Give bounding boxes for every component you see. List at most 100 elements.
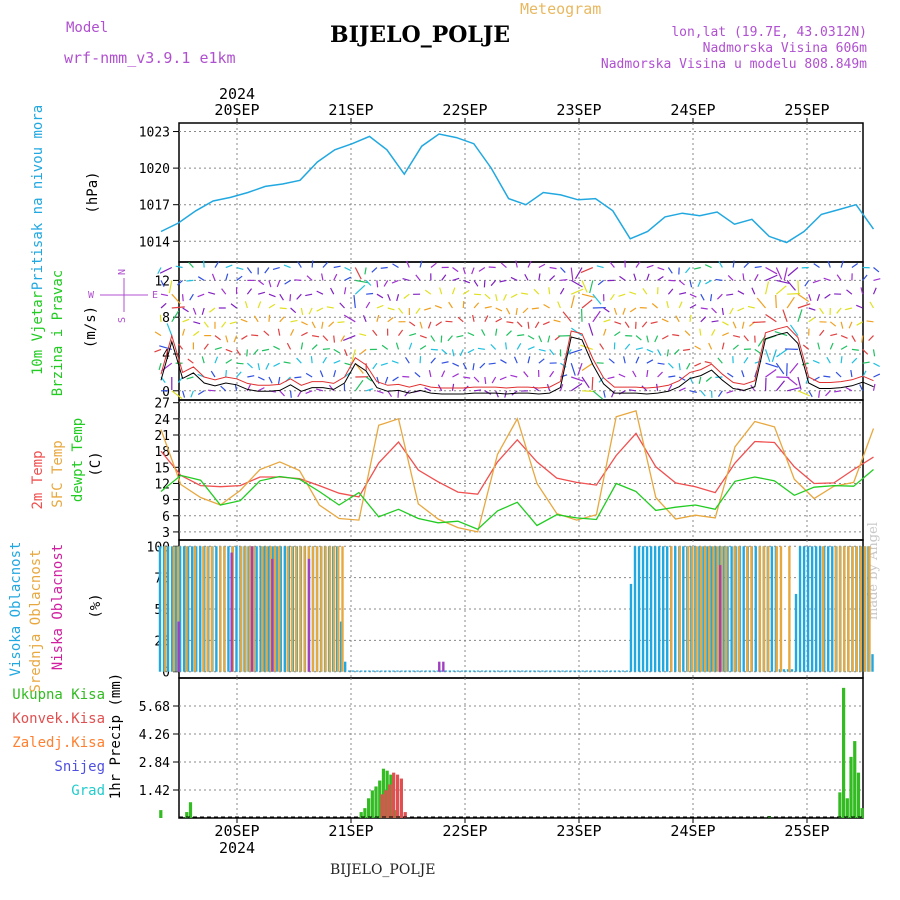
wind-barb: [531, 307, 539, 310]
wind-barb: [782, 309, 788, 322]
wind-barb: [276, 280, 281, 288]
cloud-bar: [193, 546, 197, 672]
cloud-bar: [396, 670, 399, 672]
cloud-bar: [726, 546, 729, 672]
wind-barb: [337, 321, 345, 324]
ylabel-temp-2: SFC Temp: [50, 440, 66, 507]
wind-barb: [733, 335, 741, 338]
cloud-bar: [170, 546, 174, 672]
wind-barb: [207, 389, 216, 392]
wind-barb: [157, 267, 162, 275]
wind-barb: [182, 328, 186, 336]
wind-barb: [430, 357, 436, 364]
tick-label-x-top: 20SEP: [214, 101, 259, 119]
wind-barb: [862, 348, 869, 355]
wind-barb: [330, 287, 335, 295]
wind-barb: [534, 321, 540, 329]
cloud-bar: [341, 546, 344, 672]
wind-barb: [441, 274, 447, 281]
cloud-bar: [343, 661, 347, 672]
wind-barb: [190, 390, 194, 398]
cloud-bar: [320, 546, 323, 672]
wind-barb: [193, 321, 201, 325]
wind-barb: [290, 319, 298, 323]
wind-barb: [221, 288, 227, 295]
wind-barb: [667, 384, 673, 392]
cloud-bar: [271, 558, 274, 672]
cloud-bar: [871, 654, 874, 672]
wind-barb: [693, 266, 701, 270]
wind-barb: [236, 349, 241, 356]
panel-frame-temperature: [178, 399, 864, 541]
wind-barb: [398, 307, 404, 314]
cloud-bar: [788, 546, 791, 672]
wind-barb: [592, 390, 604, 400]
wind-barb: [732, 344, 739, 350]
wind-barb: [776, 348, 788, 358]
wind-barb: [409, 332, 417, 337]
ylabel-pressure: Pritisak na nivou mora: [30, 105, 46, 290]
wind-barb: [705, 279, 712, 285]
wind-barb: [624, 321, 630, 328]
wind-barb: [344, 266, 352, 272]
cloud-bar: [248, 546, 251, 672]
wind-barb: [808, 390, 813, 398]
wind-barb: [577, 363, 583, 376]
wind-barb: [283, 264, 291, 269]
wind-barb: [283, 361, 291, 364]
wind-barb: [197, 293, 205, 298]
cloud-bar: [356, 670, 359, 672]
tick-label-y: 1017: [139, 199, 170, 214]
wind-barb: [264, 267, 270, 274]
wind-barb: [263, 330, 270, 337]
wind-barb: [333, 273, 338, 281]
wind-barb: [624, 343, 631, 350]
cloud-bar: [565, 670, 568, 672]
wind-barb: [354, 379, 364, 392]
wind-barb: [538, 358, 545, 364]
cloud-bar: [694, 546, 697, 672]
wind-barb: [365, 388, 373, 392]
cloud-bar: [219, 546, 222, 672]
wind-barb: [538, 335, 543, 343]
wind-barb: [588, 323, 594, 336]
wind-barb: [392, 263, 399, 269]
precip-bar: [856, 772, 861, 818]
wind-barb: [548, 287, 551, 295]
cloud-bar: [230, 552, 233, 672]
cloud-bar: [191, 546, 194, 672]
cloud-bar: [716, 546, 719, 672]
cloud-bar: [722, 546, 725, 672]
wind-barb: [787, 267, 799, 277]
cloud-bar: [273, 546, 277, 672]
wind-barb: [527, 321, 530, 329]
wind-barb: [797, 376, 802, 390]
wind-barb: [236, 371, 242, 378]
wind-barb: [499, 376, 507, 381]
wind-barb: [214, 261, 220, 268]
cloud-bar: [492, 670, 496, 672]
wind-barb: [326, 306, 334, 309]
wind-barb: [873, 362, 880, 368]
wind-barb: [376, 390, 384, 394]
wind-barb: [471, 267, 475, 275]
wind-barb: [257, 387, 265, 392]
wind-barb: [176, 279, 183, 286]
wind-barb: [805, 376, 810, 384]
cloud-bar: [388, 670, 391, 672]
wind-barb: [473, 280, 479, 287]
wind-barb: [596, 265, 604, 269]
wind-barb: [641, 385, 648, 392]
unit-temp: (C): [88, 451, 104, 476]
wind-barb: [247, 375, 255, 378]
wind-barb: [322, 356, 328, 364]
cloud-bar: [641, 546, 645, 672]
wind-barb: [715, 278, 723, 281]
wind-barb: [484, 376, 487, 385]
wind-barb: [457, 316, 464, 323]
tick-label-y: 3: [162, 526, 170, 541]
wind-barb: [829, 342, 834, 350]
precip-bar: [374, 786, 378, 818]
wind-barb: [491, 376, 497, 384]
